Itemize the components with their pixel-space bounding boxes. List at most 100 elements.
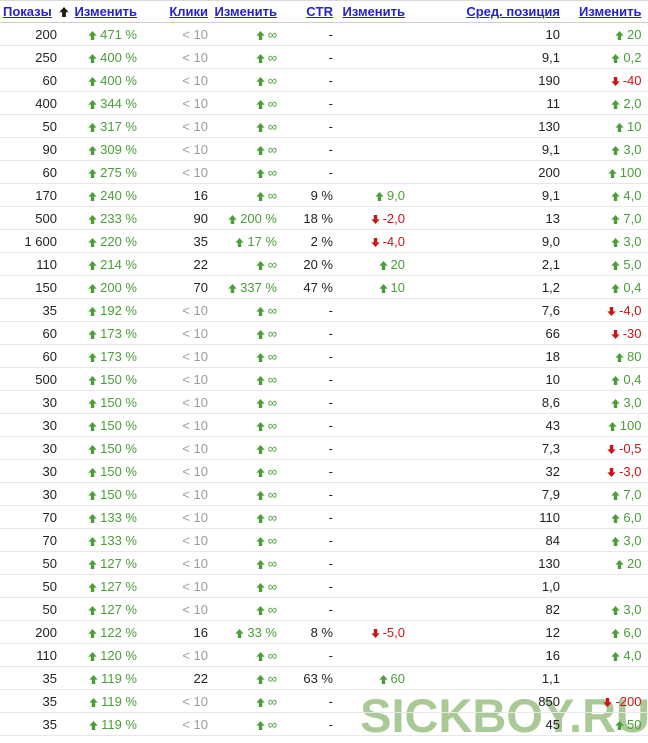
increase-arrow-icon [611,513,621,523]
change-value: 337 % [228,280,277,295]
table-row: 1 600 220 % 35 17 % 2 % -4,0 9,0 3,0 [0,229,648,253]
increase-arrow-icon [88,329,97,339]
column-header-avg-position-change[interactable]: Изменить [578,4,642,19]
cell-ctr: - [283,160,339,184]
change-value: 214 % [88,257,137,272]
cell-impressions-change: 122 % [63,620,143,644]
cell-impressions-change: 127 % [63,551,143,575]
cell-clicks: < 10 [143,712,214,736]
increase-arrow-icon [88,490,97,500]
decrease-arrow-icon [607,444,616,454]
change-value: ∞ [256,372,277,387]
increase-arrow-icon [378,674,388,684]
cell-clicks: < 10 [143,551,214,575]
change-value: ∞ [256,119,277,134]
change-value: 133 % [88,510,137,525]
change-value: 119 % [89,671,137,686]
cell-ctr: - [283,22,339,46]
value: < 10 [182,394,208,410]
increase-arrow-icon [88,283,97,293]
cell-clicks-change: ∞ [214,413,283,437]
cell-clicks-change: ∞ [214,436,283,460]
cell-ctr-change [339,436,411,460]
increase-arrow-icon [88,168,97,178]
table-row: 35 119 % < 10 ∞ - 850 -200 [0,689,648,713]
change-value: 317 % [88,119,137,134]
cell-impressions: 170 [0,183,63,207]
increase-arrow-icon [89,674,98,684]
cell-avg-position-change: 5,0 [566,252,648,276]
change-value: ∞ [256,579,277,594]
cell-avg-position-change: -30 [566,321,648,345]
cell-ctr-change [339,114,411,138]
change-value: 6,0 [611,625,642,640]
cell-impressions: 50 [0,114,63,138]
cell-avg-position-change: 3,0 [566,597,648,621]
column-header-clicks[interactable]: Клики [169,4,208,19]
change-value: -30 [611,326,642,341]
cell-ctr-change [339,505,411,529]
cell-impressions-change: 400 % [63,68,143,92]
column-header-avg-position[interactable]: Сред. позиция [466,4,560,19]
cell-impressions-change: 192 % [63,298,143,322]
table-row: 30 150 % < 10 ∞ - 43 100 [0,413,648,437]
cell-avg-position: 200 [411,160,566,184]
cell-ctr: - [283,689,339,713]
increase-arrow-icon [611,99,621,109]
increase-arrow-icon [256,720,265,730]
increase-arrow-icon [611,283,621,293]
value: < 10 [182,716,208,732]
increase-arrow-icon [88,628,97,638]
column-header-impressions[interactable]: Показы [3,4,52,19]
cell-ctr-change [339,689,411,713]
cell-clicks: 16 [143,620,214,644]
table-row: 50 127 % < 10 ∞ - 130 20 [0,551,648,575]
column-header-ctr[interactable]: CTR [306,4,333,19]
cell-avg-position: 16 [411,643,566,667]
cell-ctr: - [283,344,339,368]
decrease-arrow-icon [603,697,613,707]
column-header-clicks-change[interactable]: Изменить [214,4,277,19]
column-header-ctr-change[interactable]: Изменить [342,4,405,19]
cell-clicks-change: ∞ [214,712,283,736]
cell-ctr: - [283,482,339,506]
cell-impressions: 30 [0,459,63,483]
cell-avg-position: 7,9 [411,482,566,506]
change-value: 400 % [88,50,137,65]
decrease-arrow-icon [370,214,380,224]
decrease-arrow-icon [607,467,616,477]
column-header-impressions-change[interactable]: Изменить [74,4,137,19]
increase-arrow-icon [256,651,265,661]
cell-clicks: < 10 [143,22,214,46]
value: < 10 [182,72,208,88]
value: < 10 [182,486,208,502]
value: < 10 [182,49,208,65]
cell-impressions: 400 [0,91,63,115]
cell-impressions-change: 400 % [63,45,143,69]
column-header-clicks-cell: Клики [143,0,214,23]
cell-avg-position-change: -0,5 [566,436,648,460]
cell-ctr: 18 % [283,206,339,230]
cell-impressions-change: 150 % [63,436,143,460]
cell-clicks-change: ∞ [214,114,283,138]
table-row: 500 150 % < 10 ∞ - 10 0,4 [0,367,648,391]
change-value: ∞ [256,464,277,479]
column-header-avg-position-change-cell: Изменить [566,0,648,23]
cell-clicks-change: 17 % [214,229,283,253]
change-value: 309 % [88,142,137,157]
cell-ctr-change [339,551,411,575]
cell-ctr: - [283,321,339,345]
value: < 10 [182,509,208,525]
cell-clicks: < 10 [143,390,214,414]
increase-arrow-icon [88,536,97,546]
cell-impressions: 1 600 [0,229,63,253]
cell-clicks-change: ∞ [214,298,283,322]
change-value: ∞ [256,671,277,686]
cell-ctr-change: 20 [339,252,411,276]
cell-impressions-change: 127 % [63,597,143,621]
cell-avg-position: 1,1 [411,666,566,690]
cell-impressions: 500 [0,206,63,230]
cell-avg-position: 84 [411,528,566,552]
cell-ctr: - [283,413,339,437]
cell-impressions: 70 [0,505,63,529]
